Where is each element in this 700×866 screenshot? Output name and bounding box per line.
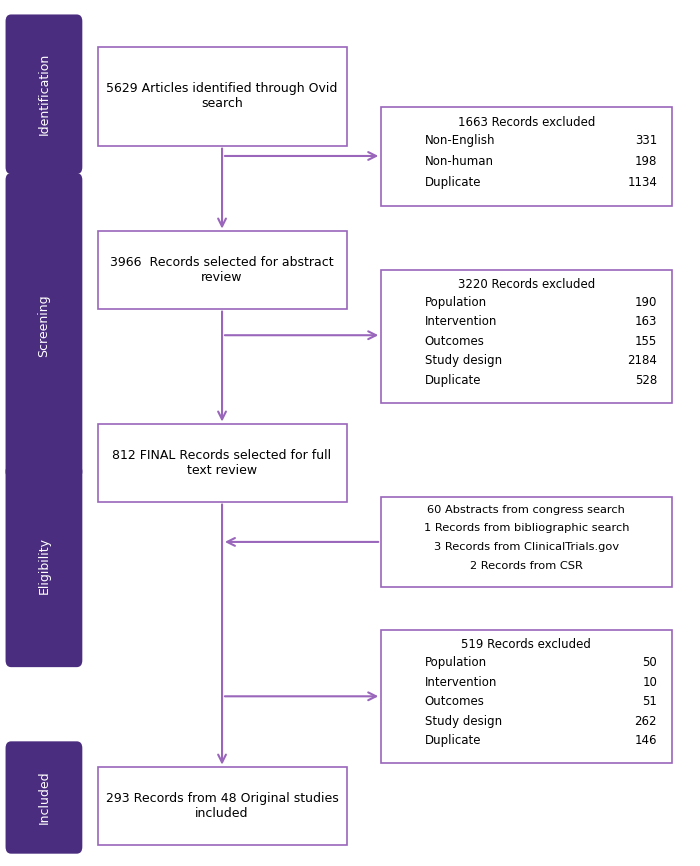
Text: 331: 331 (635, 134, 657, 147)
Text: 10: 10 (642, 675, 657, 688)
Text: Population: Population (425, 656, 486, 669)
Text: Outcomes: Outcomes (425, 335, 484, 348)
Text: 1134: 1134 (627, 176, 657, 189)
Text: Eligibility: Eligibility (37, 538, 50, 594)
Text: Intervention: Intervention (425, 675, 497, 688)
Text: 50: 50 (643, 656, 657, 669)
Text: Population: Population (425, 296, 486, 309)
Text: Study design: Study design (425, 354, 502, 367)
Text: 262: 262 (635, 714, 657, 727)
Text: Duplicate: Duplicate (425, 374, 481, 387)
Text: Duplicate: Duplicate (425, 734, 481, 747)
FancyBboxPatch shape (6, 173, 83, 478)
Text: 3966  Records selected for abstract
review: 3966 Records selected for abstract revie… (110, 256, 334, 284)
FancyBboxPatch shape (381, 107, 671, 206)
Text: 1 Records from bibliographic search: 1 Records from bibliographic search (424, 523, 629, 533)
Text: 163: 163 (635, 315, 657, 328)
Text: Outcomes: Outcomes (425, 695, 484, 708)
Text: 1663 Records excluded: 1663 Records excluded (458, 116, 595, 129)
FancyBboxPatch shape (97, 47, 346, 145)
Text: 155: 155 (635, 335, 657, 348)
Text: 812 FINAL Records selected for full
text review: 812 FINAL Records selected for full text… (113, 449, 332, 477)
Text: Included: Included (37, 771, 50, 824)
Text: 5629 Articles identified through Ovid
search: 5629 Articles identified through Ovid se… (106, 82, 337, 110)
Text: Screening: Screening (37, 294, 50, 357)
FancyBboxPatch shape (381, 497, 671, 587)
FancyBboxPatch shape (381, 270, 671, 403)
Text: 528: 528 (635, 374, 657, 387)
Text: Non-English: Non-English (425, 134, 495, 147)
Text: 190: 190 (635, 296, 657, 309)
Text: 60 Abstracts from congress search: 60 Abstracts from congress search (428, 505, 625, 514)
Text: 51: 51 (642, 695, 657, 708)
Text: 2 Records from CSR: 2 Records from CSR (470, 561, 583, 571)
FancyBboxPatch shape (381, 630, 671, 763)
Text: 3 Records from ClinicalTrials.gov: 3 Records from ClinicalTrials.gov (434, 542, 619, 552)
FancyBboxPatch shape (97, 767, 346, 844)
Text: 2184: 2184 (627, 354, 657, 367)
Text: 3220 Records excluded: 3220 Records excluded (458, 278, 595, 291)
FancyBboxPatch shape (97, 231, 346, 308)
Text: Intervention: Intervention (425, 315, 497, 328)
Text: Non-human: Non-human (425, 155, 493, 168)
FancyBboxPatch shape (97, 424, 346, 501)
Text: 519 Records excluded: 519 Records excluded (461, 638, 592, 651)
Text: Identification: Identification (37, 53, 50, 135)
Text: Study design: Study design (425, 714, 502, 727)
FancyBboxPatch shape (6, 741, 83, 854)
FancyBboxPatch shape (6, 465, 83, 667)
Text: 293 Records from 48 Original studies
included: 293 Records from 48 Original studies inc… (106, 792, 338, 820)
Text: Duplicate: Duplicate (425, 176, 481, 189)
Text: 146: 146 (635, 734, 657, 747)
Text: 198: 198 (635, 155, 657, 168)
FancyBboxPatch shape (6, 15, 83, 174)
